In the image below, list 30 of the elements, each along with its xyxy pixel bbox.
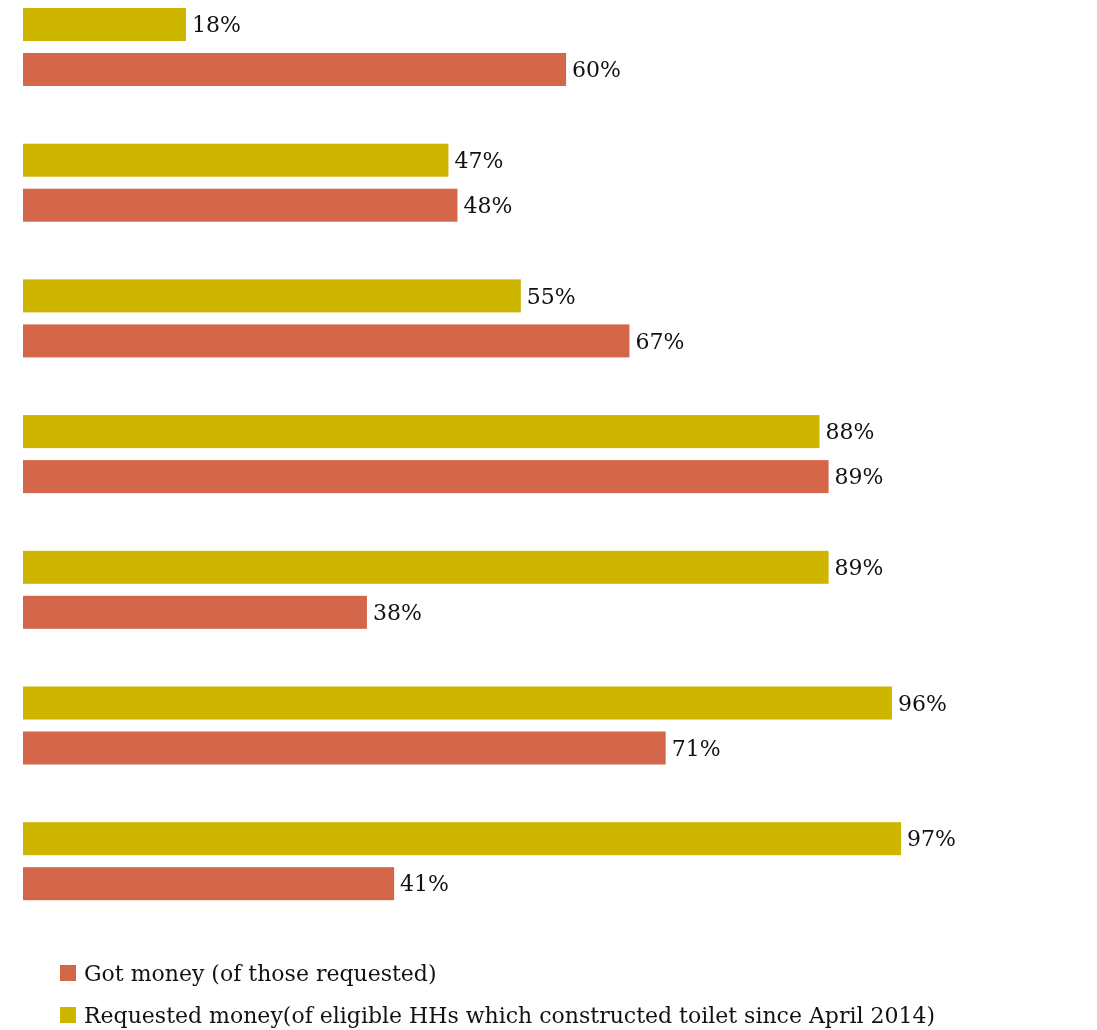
bar — [23, 686, 892, 720]
bar — [23, 595, 367, 629]
data-label: 89% — [834, 464, 884, 490]
bar — [23, 822, 901, 856]
data-label: 96% — [897, 690, 947, 716]
data-label: 38% — [372, 600, 422, 625]
bar — [23, 188, 458, 222]
bar — [23, 867, 395, 901]
bar — [23, 279, 521, 313]
data-label: 47% — [454, 147, 504, 173]
data-label: 89% — [834, 555, 884, 580]
data-label: 71% — [671, 735, 721, 761]
data-label: 48% — [463, 192, 513, 218]
legend-label: Got money (of those requested) — [84, 960, 437, 986]
data-label: 88% — [825, 419, 875, 445]
bar — [23, 8, 186, 41]
data-label: 55% — [526, 283, 576, 309]
bar — [23, 415, 820, 449]
bar — [23, 324, 630, 358]
data-label: 18% — [191, 12, 241, 38]
data-label: 41% — [400, 871, 450, 897]
bar — [23, 731, 666, 765]
data-label: 60% — [572, 57, 621, 83]
bar — [23, 460, 829, 494]
data-label: 97% — [907, 826, 956, 852]
bar — [23, 550, 829, 584]
legend-label: Requested money(of eligible HHs which constructed toilet since April 2014) — [84, 1002, 936, 1028]
data-label: 67% — [635, 328, 685, 354]
bar — [23, 53, 567, 86]
bar — [23, 143, 449, 177]
